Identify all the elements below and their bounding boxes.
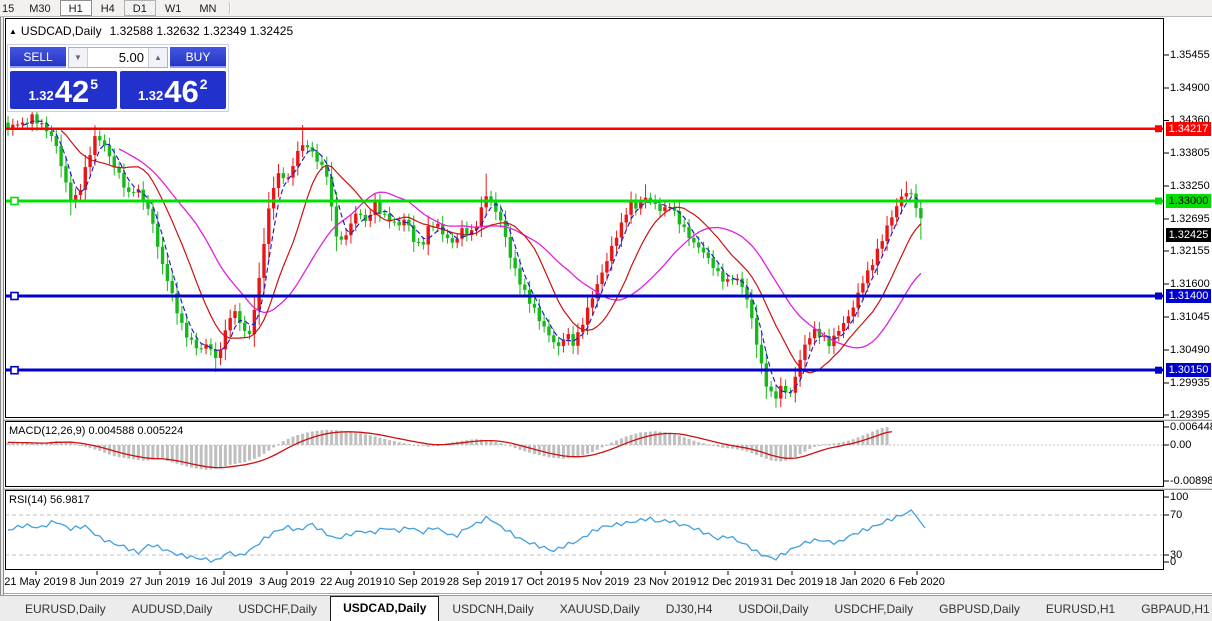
price-axis-tick: 1.35455 bbox=[1170, 49, 1210, 62]
buy-price-big: 46 bbox=[164, 74, 199, 109]
macd-indicator-label: MACD(12,26,9) 0.004588 0.005224 bbox=[9, 425, 184, 437]
hline-handle-right bbox=[1155, 197, 1162, 205]
rsi-axis-tick: 70 bbox=[1170, 509, 1183, 521]
chart-tab-audusd-daily[interactable]: AUDUSD,Daily bbox=[131, 602, 213, 616]
price-axis-tick: 1.29935 bbox=[1170, 376, 1210, 389]
price-axis-tick: 1.33805 bbox=[1170, 147, 1210, 160]
date-axis-tick: 22 Aug 2019 bbox=[320, 576, 382, 588]
chart-tab-usdcnh-daily[interactable]: USDCNH,Daily bbox=[452, 602, 534, 616]
hline-handle-right bbox=[1155, 125, 1162, 133]
price-axis-tick: 1.32155 bbox=[1170, 245, 1210, 258]
level-price-label[interactable]: 1.30150 bbox=[1166, 363, 1211, 378]
hline-handle-right bbox=[1155, 366, 1162, 374]
timeframe-button-h4[interactable]: H4 bbox=[100, 2, 115, 15]
macd-axis-tick: -0.008982 bbox=[1170, 475, 1212, 487]
date-axis-tick: 6 Feb 2020 bbox=[889, 576, 945, 588]
price-axis-tick: 1.31045 bbox=[1170, 311, 1210, 324]
macd-signal-line bbox=[8, 431, 892, 469]
price-axis-tick: 1.30490 bbox=[1170, 344, 1210, 357]
macd-axis-tick: 0.006448 bbox=[1170, 421, 1212, 433]
volume-decrease-button[interactable]: ▼ bbox=[69, 48, 88, 67]
collapse-triangle-icon[interactable]: ▲ bbox=[9, 27, 17, 36]
hline-handle-right bbox=[1155, 292, 1162, 300]
sell-price-sup: 5 bbox=[90, 76, 99, 92]
timeframe-button-w1[interactable]: W1 bbox=[164, 2, 182, 15]
candles-layer bbox=[6, 100, 923, 408]
date-axis-tick: 17 Oct 2019 bbox=[511, 576, 571, 588]
ma-slow-line bbox=[118, 148, 922, 349]
timeframe-button-15[interactable]: 15 bbox=[2, 2, 15, 15]
chart-tab-gbpusd-daily[interactable]: GBPUSD,Daily bbox=[939, 602, 1020, 616]
rsi-axis-tick: 30 bbox=[1170, 549, 1183, 561]
hline-handle-left bbox=[10, 196, 19, 206]
date-axis-tick: 8 Jun 2019 bbox=[69, 576, 125, 588]
rsi-line bbox=[7, 509, 926, 564]
date-axis-tick: 5 Nov 2019 bbox=[572, 576, 630, 588]
date-axis-tick: 12 Dec 2019 bbox=[696, 576, 760, 588]
chart-window[interactable]: ▲ USDCAD,Daily 1.32588 1.32632 1.32349 1.3… bbox=[0, 17, 1212, 595]
price-axis-tick: 1.29395 bbox=[1170, 409, 1210, 422]
volume-increase-button[interactable]: ▲ bbox=[148, 48, 167, 67]
date-axis-tick: 23 Nov 2019 bbox=[633, 576, 697, 588]
macd-layer bbox=[6, 427, 892, 470]
date-axis-tick: 21 May 2019 bbox=[4, 576, 68, 588]
sell-price-big: 42 bbox=[54, 74, 90, 109]
price-axis-tick: 1.31600 bbox=[1170, 278, 1210, 291]
timeframe-toolbar: 15 M30 H1 H4 D1 W1 MN bbox=[0, 0, 1212, 17]
chart-tab-dj30-h4[interactable]: DJ30,H4 bbox=[665, 602, 713, 616]
chart-tab-gbpaud-h1[interactable]: GBPAUD,H1 bbox=[1141, 602, 1210, 616]
price-axis-tick: 1.33250 bbox=[1170, 180, 1210, 193]
chart-tab-usdchf-daily[interactable]: USDCHF,Daily bbox=[238, 602, 318, 616]
rsi-axis-tick: 100 bbox=[1170, 491, 1189, 503]
chart-tab-usdchf-daily[interactable]: USDCHF,Daily bbox=[834, 602, 914, 616]
chart-ohlc-values: 1.32588 1.32632 1.32349 1.32425 bbox=[109, 24, 294, 38]
sell-price-prefix: 1.32 bbox=[28, 88, 54, 103]
sell-price-display[interactable]: 1.32 42 5 bbox=[10, 71, 117, 109]
buy-price-sup: 2 bbox=[199, 76, 208, 92]
chart-tab-eurusd-h1[interactable]: EURUSD,H1 bbox=[1045, 602, 1116, 616]
chart-plot-canvas[interactable] bbox=[0, 17, 1212, 595]
chart-tab-usdcad-daily[interactable]: USDCAD,Daily bbox=[330, 596, 440, 621]
timeframe-button-mn[interactable]: MN bbox=[199, 2, 217, 15]
one-click-trading-panel: SELL ▼ 5.00 ▲ BUY 1.32 42 5 1.32 46 2 bbox=[7, 44, 229, 112]
level-price-label[interactable]: 1.31400 bbox=[1166, 289, 1211, 303]
chart-tab-bar: EURUSD,Daily AUDUSD,Daily USDCHF,Daily USDC… bbox=[0, 595, 1212, 621]
volume-spinner: ▼ 5.00 ▲ bbox=[68, 47, 168, 68]
date-axis-tick: 10 Sep 2019 bbox=[382, 576, 446, 588]
date-axis-tick: 3 Aug 2019 bbox=[259, 576, 315, 588]
ma-mid-line bbox=[60, 130, 922, 374]
macd-axis-tick: 0.00 bbox=[1170, 439, 1192, 451]
date-axis-tick: 28 Sep 2019 bbox=[446, 576, 510, 588]
level-price-label[interactable]: 1.34217 bbox=[1166, 121, 1211, 136]
timeframe-button-d1[interactable]: D1 bbox=[123, 0, 156, 16]
timeframe-button-m30[interactable]: M30 bbox=[29, 2, 51, 15]
sell-button[interactable]: SELL bbox=[10, 47, 66, 68]
hline-handle-left bbox=[10, 365, 19, 375]
date-axis-tick: 31 Dec 2019 bbox=[760, 576, 824, 588]
buy-price-display[interactable]: 1.32 46 2 bbox=[119, 71, 226, 109]
timeframe-button-h1[interactable]: H1 bbox=[59, 0, 92, 16]
buy-button[interactable]: BUY bbox=[170, 47, 226, 68]
rsi-axis-tick: 0 bbox=[1170, 556, 1177, 568]
price-axis-tick: 1.32695 bbox=[1170, 213, 1210, 226]
price-axis-tick: 1.34900 bbox=[1170, 82, 1210, 95]
buy-price-prefix: 1.32 bbox=[137, 88, 164, 103]
volume-input[interactable]: 5.00 bbox=[118, 50, 144, 65]
chart-tab-usdoil-daily[interactable]: USDOil,Daily bbox=[738, 602, 809, 616]
date-axis-tick: 27 Jun 2019 bbox=[129, 576, 191, 588]
hline-handle-left bbox=[10, 291, 19, 301]
rsi-indicator-label: RSI(14) 56.9817 bbox=[9, 494, 90, 506]
toolbar-separator bbox=[229, 2, 231, 14]
date-axis-tick: 16 Jul 2019 bbox=[195, 576, 253, 588]
chart-tab-xauusd-daily[interactable]: XAUUSD,Daily bbox=[559, 602, 640, 616]
window-left-frame bbox=[0, 17, 4, 595]
chart-title: ▲ USDCAD,Daily 1.32588 1.32632 1.32349 1.3… bbox=[9, 24, 293, 38]
level-price-label[interactable]: 1.33000 bbox=[1166, 194, 1211, 208]
date-axis-tick: 18 Jan 2020 bbox=[824, 576, 886, 588]
chart-tab-eurusd-daily[interactable]: EURUSD,Daily bbox=[25, 602, 106, 616]
current-price-label: 1.32425 bbox=[1166, 228, 1211, 243]
chart-symbol-period: USDCAD,Daily bbox=[20, 24, 102, 38]
